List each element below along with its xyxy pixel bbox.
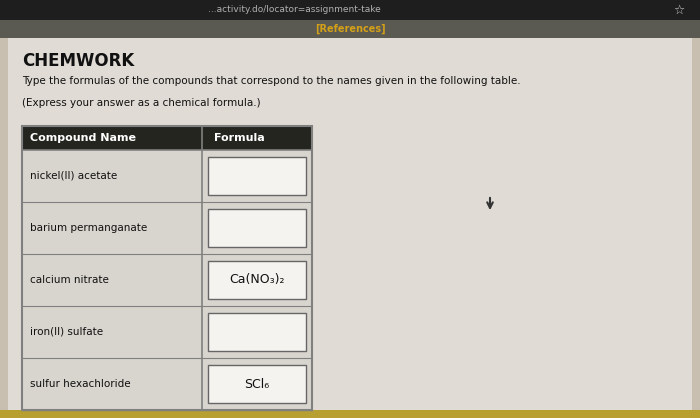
Bar <box>22 126 312 150</box>
Bar <box>208 157 306 195</box>
Text: Compound Name: Compound Name <box>30 133 136 143</box>
Bar <box>208 209 306 247</box>
Bar <box>208 261 306 299</box>
Bar <box>22 126 312 410</box>
Text: barium permanganate: barium permanganate <box>30 223 147 233</box>
Bar <box>8 38 692 410</box>
Bar <box>208 365 306 403</box>
Text: Ca(NO₃)₂: Ca(NO₃)₂ <box>230 273 285 286</box>
Bar <box>202 306 312 358</box>
Text: CHEMWORK: CHEMWORK <box>22 52 134 70</box>
Bar <box>0 20 700 38</box>
Text: [References]: [References] <box>315 24 385 34</box>
Text: nickel(II) acetate: nickel(II) acetate <box>30 171 118 181</box>
Bar <box>22 358 202 410</box>
Text: sulfur hexachloride: sulfur hexachloride <box>30 379 131 389</box>
Bar <box>202 254 312 306</box>
Bar <box>22 150 202 202</box>
Text: Formula: Formula <box>214 133 265 143</box>
Bar <box>22 254 202 306</box>
Text: calcium nitrate: calcium nitrate <box>30 275 109 285</box>
Bar <box>0 410 700 418</box>
Bar <box>22 126 312 410</box>
Bar <box>202 150 312 202</box>
Text: ☆: ☆ <box>673 3 685 16</box>
Text: Type the formulas of the compounds that correspond to the names given in the fol: Type the formulas of the compounds that … <box>22 76 521 86</box>
Text: SCl₆: SCl₆ <box>244 377 270 390</box>
Text: iron(II) sulfate: iron(II) sulfate <box>30 327 103 337</box>
Bar <box>202 202 312 254</box>
Bar <box>22 202 202 254</box>
Bar <box>202 358 312 410</box>
Text: (Express your answer as a chemical formula.): (Express your answer as a chemical formu… <box>22 98 260 108</box>
Bar <box>22 306 202 358</box>
Text: ...activity.do/locator=assignment-take: ...activity.do/locator=assignment-take <box>208 5 380 15</box>
Bar <box>0 0 700 20</box>
Bar <box>208 313 306 351</box>
